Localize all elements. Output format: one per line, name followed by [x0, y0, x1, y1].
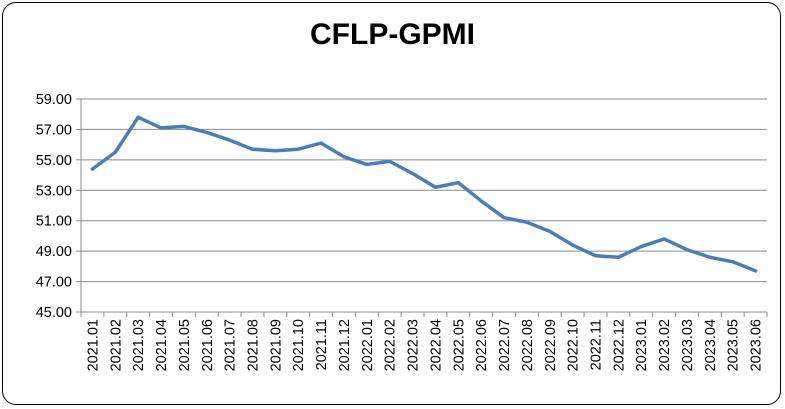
x-tick-label: 2023.05 — [726, 319, 742, 371]
x-tick-label: 2023.02 — [657, 319, 673, 371]
x-tick-label: 2021.11 — [314, 319, 330, 370]
data-point — [205, 130, 209, 135]
y-tick-label: 47.00 — [36, 275, 72, 291]
x-tick-label: 2021.10 — [291, 319, 307, 371]
y-tick-label: 51.00 — [36, 214, 72, 230]
data-point — [685, 248, 689, 252]
y-tick-label: 55.00 — [36, 153, 72, 169]
y-tick-label: 45.00 — [36, 305, 72, 321]
data-point — [525, 220, 529, 224]
x-tick-label: 2022.01 — [360, 319, 376, 371]
data-point — [753, 269, 758, 273]
y-tick-label: 53.00 — [36, 183, 72, 199]
x-tick-label: 2021.09 — [268, 319, 284, 371]
y-tick-label: 57.00 — [36, 122, 72, 138]
x-tick-label: 2021.07 — [223, 319, 239, 371]
chart-frame — [2, 2, 781, 405]
x-tick-label: 2022.10 — [566, 319, 582, 371]
data-point — [639, 244, 643, 249]
x-tick-label: 2022.03 — [406, 319, 422, 371]
data-point — [273, 149, 277, 153]
data-point — [159, 126, 163, 130]
x-tick-label: 2022.09 — [543, 319, 559, 371]
x-tick-label: 2021.01 — [85, 319, 101, 371]
x-tick-label: 2023.04 — [703, 319, 719, 371]
x-tick-label: 2023.03 — [680, 319, 696, 371]
x-tick-label: 2022.08 — [520, 319, 536, 371]
data-point — [250, 147, 255, 151]
series-line — [90, 115, 758, 273]
x-tick-label: 2022.07 — [497, 319, 513, 371]
data-point — [136, 115, 140, 119]
data-point — [182, 124, 186, 128]
data-point — [410, 171, 415, 176]
x-tick-label: 2022.12 — [611, 319, 627, 371]
data-point — [708, 255, 712, 259]
x-tick-label: 2022.06 — [474, 319, 490, 371]
x-tick-label: 2021.02 — [108, 319, 124, 371]
data-point — [228, 138, 232, 142]
data-point — [365, 162, 369, 167]
x-tick-label: 2021.12 — [337, 319, 353, 371]
x-tick-label: 2022.04 — [428, 319, 444, 371]
data-point — [456, 181, 460, 185]
x-tick-label: 2021.03 — [131, 319, 147, 371]
x-tick-label: 2022.02 — [383, 319, 399, 371]
data-point — [342, 155, 346, 159]
data-point — [571, 243, 575, 247]
y-tick-label: 59.00 — [36, 92, 72, 108]
x-tick-label: 2021.04 — [154, 319, 170, 371]
data-point — [90, 167, 95, 171]
chart-title: CFLP-GPMI — [310, 18, 475, 51]
data-point — [616, 255, 620, 259]
data-point — [433, 185, 438, 189]
data-point — [296, 147, 300, 151]
data-point — [548, 229, 552, 233]
data-point — [319, 141, 323, 145]
y-tick-label: 49.00 — [36, 244, 72, 260]
x-tick-label: 2022.05 — [451, 319, 467, 371]
data-point — [731, 260, 735, 264]
data-point — [662, 237, 666, 241]
x-tick-label: 2023.06 — [749, 319, 765, 371]
data-point — [113, 150, 117, 154]
x-tick-label: 2021.08 — [246, 319, 262, 371]
data-point — [479, 199, 483, 203]
data-point — [388, 159, 392, 163]
data-point — [593, 254, 598, 258]
x-tick-label: 2022.11 — [589, 319, 605, 370]
data-point — [502, 216, 506, 220]
x-tick-label: 2021.06 — [200, 319, 216, 371]
x-tick-label: 2023.01 — [634, 319, 650, 371]
x-tick-label: 2021.05 — [177, 319, 193, 371]
